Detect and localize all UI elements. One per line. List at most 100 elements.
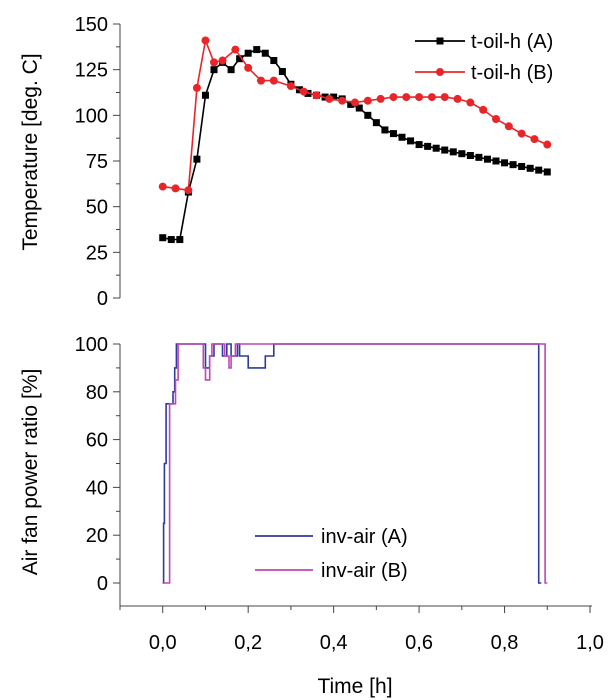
- temperature-point-a: [227, 66, 235, 74]
- temperature-point-b: [504, 122, 513, 131]
- temperature-point-b: [338, 96, 347, 105]
- temperature-point-a: [483, 155, 491, 163]
- temperature-point-a: [526, 164, 534, 172]
- fan-power-y-tick-label: 0: [97, 573, 108, 595]
- temperature-point-b: [184, 186, 193, 195]
- temperature-point-b: [376, 94, 385, 103]
- legend-label-air-b: inv-air (B): [321, 560, 408, 582]
- temperature-point-b: [244, 63, 253, 72]
- temperature-point-b: [257, 76, 265, 85]
- temperature-point-a: [501, 159, 509, 167]
- temperature-point-a: [432, 144, 440, 152]
- temperature-series: [158, 36, 552, 244]
- temperature-point-b: [201, 36, 210, 45]
- temperature-point-a: [201, 91, 209, 99]
- temperature-y-tick-label: 150: [75, 14, 108, 36]
- temperature-point-b: [363, 96, 372, 105]
- fan-power-y-tick-label: 100: [75, 334, 108, 356]
- temperature-point-a: [475, 153, 483, 161]
- temperature-point-b: [231, 45, 240, 54]
- legend-label-air-a: inv-air (A): [321, 526, 408, 548]
- temperature-y-tick-label: 0: [97, 288, 108, 310]
- temperature-point-b: [466, 98, 475, 107]
- temperature-point-a: [355, 104, 363, 112]
- temperature-point-b: [192, 83, 201, 92]
- temperature-point-b: [210, 58, 218, 67]
- temperature-point-b: [427, 93, 436, 102]
- temperature-point-a: [458, 150, 466, 158]
- temperature-point-b: [269, 76, 278, 85]
- fan-power-y-tick-label: 40: [86, 477, 108, 499]
- temperature-point-a: [441, 146, 449, 154]
- x-tick-label: 0,6: [405, 632, 433, 654]
- temperature-point-b: [440, 93, 449, 102]
- temperature-point-a: [167, 236, 175, 244]
- temperature-point-b: [389, 93, 398, 102]
- temperature-axes: 0 25 50 75 100 125 150: [75, 14, 121, 310]
- temperature-point-b: [218, 56, 227, 65]
- temperature-point-b: [299, 87, 308, 96]
- temperature-legend: t-oil-h (A) t-oil-h (B): [415, 31, 553, 84]
- temperature-point-a: [381, 126, 389, 134]
- temperature-point-a: [518, 162, 526, 170]
- temperature-point-a: [261, 49, 269, 57]
- temperature-point-a: [236, 55, 244, 63]
- fan-power-legend: inv-air (A) inv-air (B): [255, 526, 408, 582]
- temperature-point-a: [330, 93, 338, 101]
- temperature-point-a: [270, 57, 278, 65]
- legend-label-oil-a: t-oil-h (A): [471, 31, 553, 53]
- fan-power-series: [162, 343, 548, 584]
- temperature-point-b: [351, 98, 359, 107]
- temperature-point-b: [171, 184, 180, 193]
- temperature-point-b: [325, 94, 334, 103]
- fan-power-axes: 0 20 40 60 80 100 0,0 0,2 0,4 0,6 0,8 1,0: [75, 334, 604, 654]
- temperature-point-a: [543, 168, 551, 176]
- temperature-y-tick-label: 50: [86, 197, 108, 219]
- temperature-point-a: [535, 166, 543, 174]
- x-tick-label: 1,0: [576, 632, 604, 654]
- temperature-point-b: [158, 182, 167, 191]
- fan-power-panel: 0 20 40 60 80 100 0,0 0,2 0,4 0,6 0,8 1,0 inv-air (…: [19, 334, 604, 654]
- temperature-point-a: [210, 66, 218, 74]
- temperature-point-a: [372, 119, 380, 127]
- temperature-point-b: [543, 140, 552, 149]
- temperature-point-a: [193, 155, 201, 163]
- temperature-point-b: [415, 93, 424, 102]
- temperature-point-a: [159, 234, 167, 242]
- x-axis-label: Time [h]: [317, 675, 392, 698]
- fan-power-y-tick-label: 20: [86, 525, 108, 547]
- temperature-point-a: [176, 236, 184, 244]
- temperature-point-a: [424, 142, 432, 150]
- legend-marker-oil-b: [436, 68, 444, 76]
- temperature-point-a: [415, 141, 423, 149]
- fan-power-series-line-b: [162, 343, 548, 584]
- temperature-point-b: [517, 129, 526, 138]
- fan-power-y-axis-label: Air fan power ratio [%]: [19, 369, 42, 576]
- fan-power-y-tick-label: 80: [86, 382, 108, 404]
- x-tick-label: 0,4: [320, 632, 348, 654]
- temperature-point-a: [278, 67, 286, 75]
- temperature-point-a: [347, 100, 355, 108]
- temperature-point-a: [449, 148, 457, 156]
- legend-label-oil-b: t-oil-h (B): [471, 62, 553, 84]
- legend-marker-oil-a: [436, 37, 444, 45]
- temperature-point-a: [389, 130, 397, 138]
- temperature-point-a: [509, 161, 517, 169]
- fan-power-y-tick-label: 60: [86, 430, 108, 452]
- temperature-point-a: [253, 46, 261, 54]
- temperature-y-tick-label: 75: [86, 151, 108, 173]
- temperature-point-b: [492, 114, 500, 123]
- temperature-point-b: [402, 93, 411, 102]
- temperature-y-tick-label: 125: [75, 60, 108, 82]
- temperature-point-a: [398, 133, 406, 141]
- x-tick-label: 0,8: [491, 632, 519, 654]
- temperature-y-axis-label: Temperature [deg. C]: [19, 53, 42, 250]
- temperature-point-b: [479, 105, 488, 114]
- temperature-point-a: [466, 152, 474, 160]
- temperature-point-b: [312, 91, 321, 100]
- temperature-point-b: [286, 82, 295, 91]
- temperature-point-b: [453, 94, 462, 103]
- temperature-point-a: [492, 157, 500, 165]
